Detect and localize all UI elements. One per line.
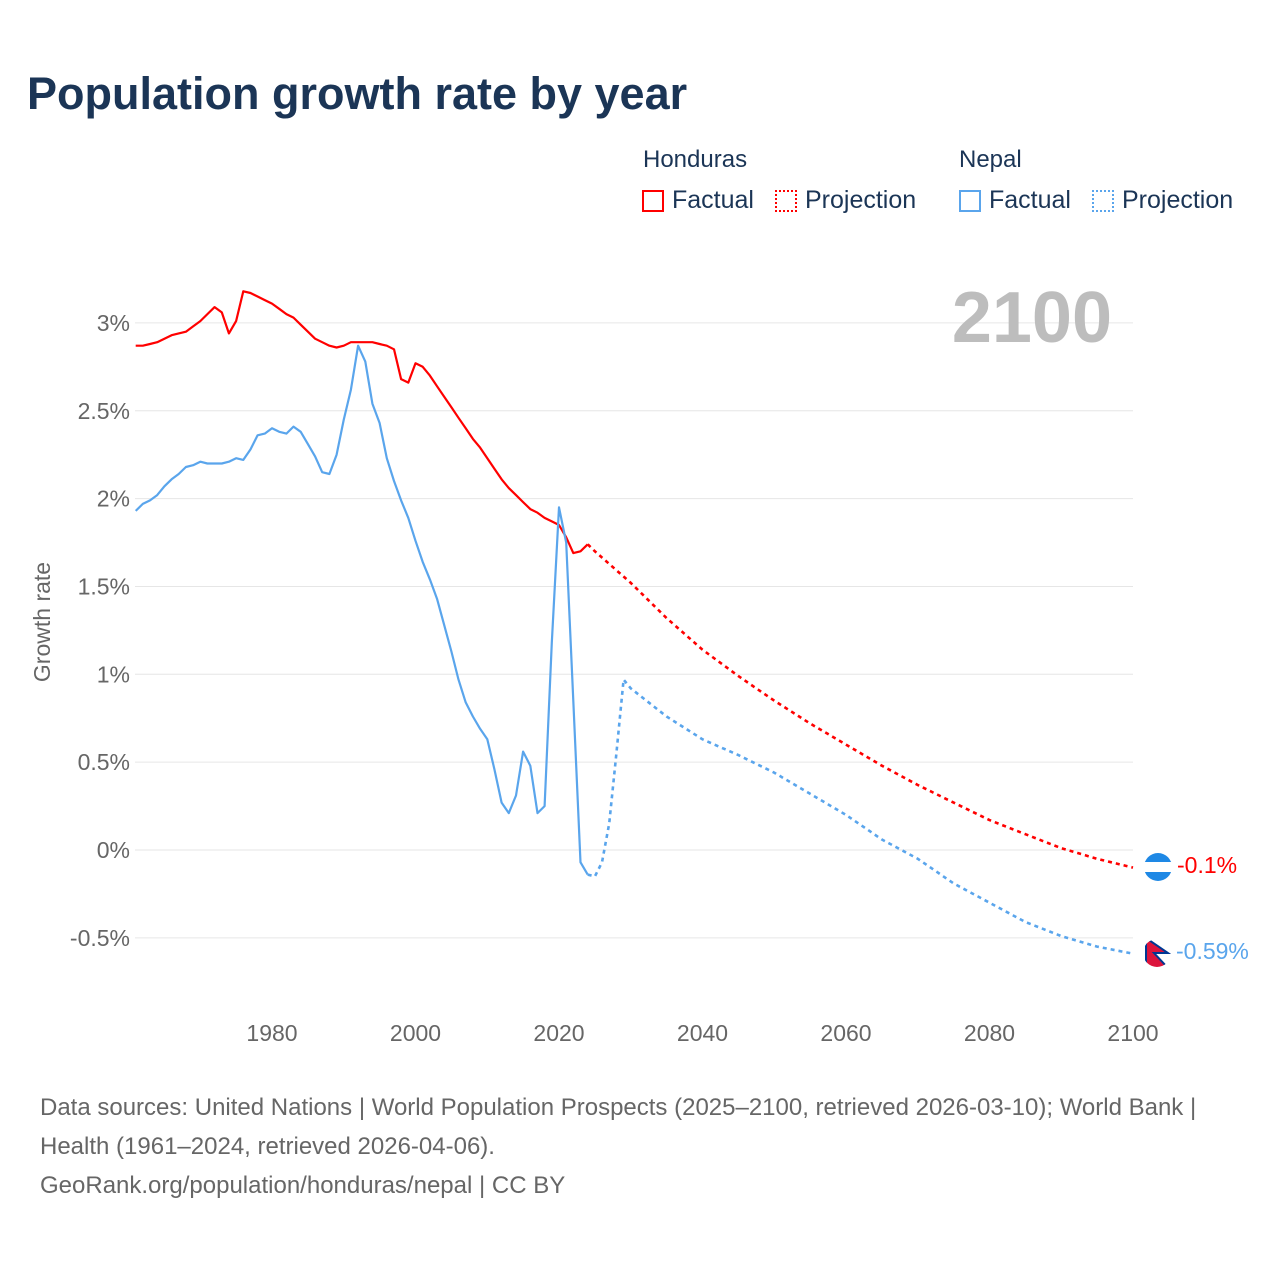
chart-title: Population growth rate by year xyxy=(27,68,688,119)
legend-swatch-dotted xyxy=(1092,189,1114,212)
y-tick-label: 0% xyxy=(97,837,130,863)
series-line-nepal-projection xyxy=(587,678,1134,955)
y-tick-label: 1.5% xyxy=(78,573,130,599)
honduras-end-label: -0.1% xyxy=(1177,852,1237,878)
nepal-end-label: -0.59% xyxy=(1176,938,1249,964)
source-note: Data sources: United Nations | World Pop… xyxy=(40,1088,1240,1205)
series-line-honduras-factual xyxy=(135,290,589,555)
x-tick-label: 2080 xyxy=(964,1020,1015,1046)
legend-label: Factual xyxy=(672,186,754,214)
y-tick-label: 0.5% xyxy=(78,749,130,775)
nepal-flag-icon xyxy=(1143,939,1171,967)
y-tick-label: -0.5% xyxy=(70,925,130,951)
series-line-nepal-factual xyxy=(134,344,589,876)
honduras-flag-icon xyxy=(1144,853,1172,881)
legend-label: Factual xyxy=(989,186,1071,214)
x-tick-label: 2000 xyxy=(390,1020,441,1046)
y-tick-label: 3% xyxy=(97,310,130,336)
legend-swatch-solid xyxy=(959,189,981,212)
x-tick-label: 2100 xyxy=(1107,1020,1158,1046)
legend-label: Projection xyxy=(805,186,917,214)
y-tick-label: 2.5% xyxy=(78,398,130,424)
legend-group-nepal: Nepal xyxy=(959,146,1022,173)
x-tick-label: 2040 xyxy=(677,1020,728,1046)
legend-nepal-projection[interactable]: Projection xyxy=(1092,186,1233,215)
legend-swatch-solid xyxy=(642,189,664,212)
series-line-honduras-projection xyxy=(586,543,1134,869)
source-text: Data sources: United Nations | World Pop… xyxy=(40,1094,1197,1160)
y-tick-label: 2% xyxy=(97,486,130,512)
legend-honduras-projection[interactable]: Projection xyxy=(775,186,916,215)
x-tick-label: 2060 xyxy=(820,1020,871,1046)
x-tick-label: 2020 xyxy=(533,1020,584,1046)
chart-area: 3% 2.5% 2% 1.5% 1% 0.5% 0% -0.5% 1980 2000 2020 204… xyxy=(29,278,1249,1046)
x-tick-label: 1980 xyxy=(246,1020,297,1046)
y-tick-label: 1% xyxy=(97,661,130,687)
source-link[interactable]: GeoRank.org/population/honduras/nepal | … xyxy=(40,1172,566,1199)
legend-label: Projection xyxy=(1122,186,1234,214)
legend-honduras-factual[interactable]: Factual xyxy=(642,186,754,215)
y-axis-label: Growth rate xyxy=(29,562,55,682)
legend-group-honduras: Honduras xyxy=(643,146,748,173)
legend-swatch-dotted xyxy=(775,189,797,212)
year-watermark: 2100 xyxy=(952,278,1112,358)
legend-nepal-factual[interactable]: Factual xyxy=(959,186,1071,215)
